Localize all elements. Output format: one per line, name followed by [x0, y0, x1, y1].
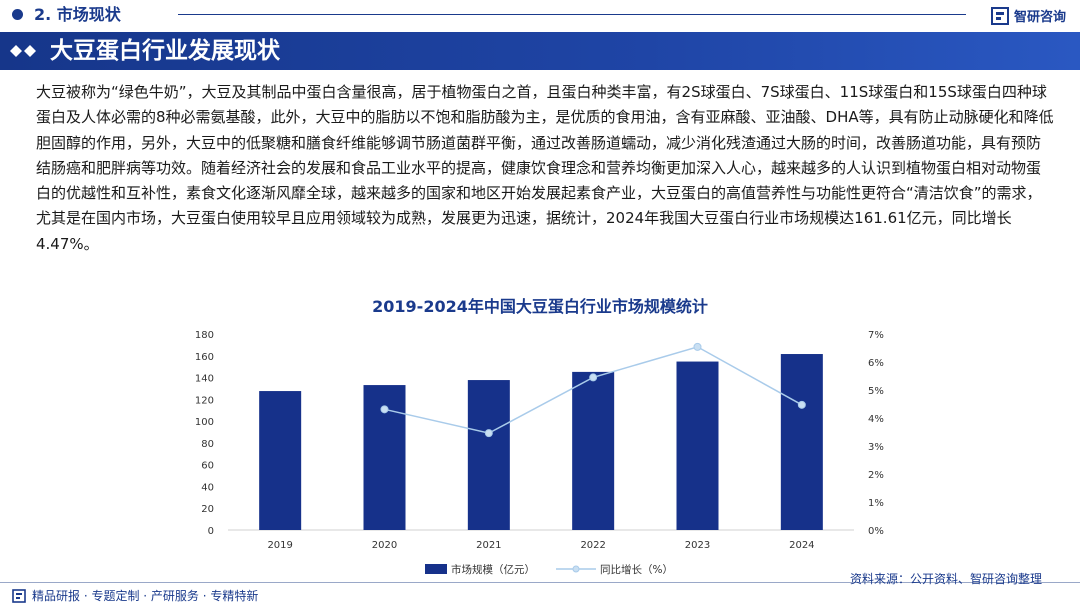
legend-line-label: 同比增长（%） — [600, 563, 673, 576]
bar — [467, 380, 510, 530]
bar — [780, 354, 823, 530]
x-tick-label: 2024 — [789, 540, 814, 551]
y-left-tick-label: 80 — [201, 439, 214, 450]
bar — [676, 361, 719, 530]
diamond-icon — [10, 45, 36, 57]
y-left-tick-label: 40 — [201, 482, 214, 493]
y-left-tick-label: 120 — [195, 395, 214, 406]
growth-point — [380, 405, 389, 414]
growth-point — [484, 429, 493, 438]
x-tick-label: 2023 — [685, 540, 710, 551]
legend-line-marker — [572, 565, 580, 573]
y-left-tick-label: 0 — [208, 526, 214, 537]
growth-point — [589, 373, 598, 382]
x-tick-label: 2020 — [372, 540, 397, 551]
market-size-chart: 0 20 40 60 80 100 120 140 160 180 0% 1% 2% 3% 4% 5% 6% 7%… — [195, 330, 884, 576]
chart-title: 2019-2024年中国大豆蛋白行业市场规模统计 — [372, 297, 708, 316]
banner-title: 大豆蛋白行业发展现状 — [50, 38, 280, 64]
growth-point — [797, 400, 806, 409]
x-tick-label: 2019 — [267, 540, 292, 551]
bar — [259, 391, 302, 530]
brand-logo: 智研咨询 — [990, 6, 1066, 25]
y-left-tick-label: 100 — [195, 417, 214, 428]
legend-bar-label: 市场规模（亿元） — [451, 563, 535, 576]
section-bullet-icon — [12, 9, 23, 20]
bar — [572, 371, 615, 530]
y-right-tick-label: 0% — [868, 526, 884, 537]
y-right-tick-label: 1% — [868, 498, 884, 509]
x-tick-label: 2022 — [580, 540, 605, 551]
y-right-tick-label: 6% — [868, 358, 884, 369]
y-right-tick-label: 4% — [868, 414, 884, 425]
brand-logo-icon — [990, 6, 1009, 25]
y-right-tick-label: 5% — [868, 386, 884, 397]
y-right-tick-label: 7% — [868, 330, 884, 341]
brand-name: 智研咨询 — [1013, 10, 1066, 25]
y-left-tick-label: 160 — [195, 352, 214, 363]
growth-point — [693, 342, 702, 351]
header-divider — [178, 14, 966, 15]
footer-tagline-group: 精品研报 · 专题定制 · 产研服务 · 专精特新 — [12, 587, 258, 604]
y-right-tick-label: 2% — [868, 470, 884, 481]
title-banner: 大豆蛋白行业发展现状 — [0, 32, 1080, 70]
legend-bar-swatch — [425, 564, 447, 574]
footer-tagline: 精品研报 · 专题定制 · 产研服务 · 专精特新 — [32, 589, 259, 603]
y-left-tick-label: 60 — [201, 461, 214, 472]
top-header: 2. 市场现状 智研咨询 — [0, 0, 1080, 30]
section-label: 2. 市场现状 — [34, 5, 121, 24]
brand-small-icon — [12, 588, 26, 603]
footer-divider — [0, 582, 1080, 583]
body-paragraph: 大豆被称为“绿色牛奶”，大豆及其制品中蛋白含量很高，居于植物蛋白之首，且蛋白种类… — [36, 83, 1054, 253]
x-tick-label: 2021 — [476, 540, 501, 551]
data-source: 资料来源：公开资料、智研咨询整理 — [849, 572, 1042, 586]
y-right-tick-label: 3% — [868, 442, 884, 453]
y-left-tick-label: 140 — [195, 374, 214, 385]
y-left-tick-label: 180 — [195, 330, 214, 341]
y-left-tick-label: 20 — [201, 504, 214, 515]
